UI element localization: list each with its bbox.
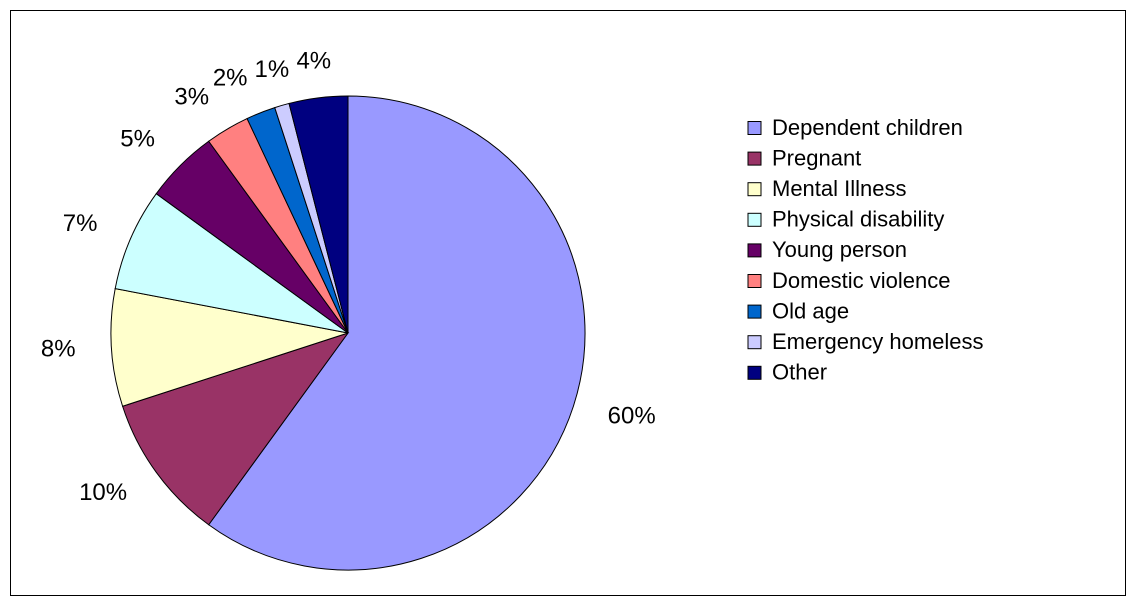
legend-swatch: [747, 212, 762, 227]
legend-swatch: [747, 335, 762, 350]
pie-slice: [110, 288, 349, 407]
data-label: 1%: [254, 56, 289, 83]
legend-label: Other: [772, 360, 827, 385]
pie-slice: [121, 332, 350, 526]
data-label: 5%: [120, 125, 155, 152]
legend-label: Young person: [772, 237, 907, 262]
data-label: 2%: [213, 65, 248, 92]
legend-label: Pregnant: [772, 145, 861, 170]
data-label: 60%: [608, 403, 656, 430]
pie-slice: [207, 95, 586, 571]
pie-slice: [288, 95, 349, 334]
legend-swatch: [747, 243, 762, 258]
data-label: 4%: [296, 47, 331, 74]
legend-swatch: [747, 274, 762, 288]
legend-swatch: [747, 304, 762, 319]
legend: Dependent children Pregnant Mental Illness…: [747, 115, 984, 385]
legend-label: Physical disability: [772, 207, 944, 232]
legend-label: Emergency homeless: [772, 329, 984, 354]
legend-label: Mental Illness: [772, 176, 907, 201]
data-label: 10%: [79, 479, 127, 506]
data-label: 7%: [63, 210, 98, 237]
legend-label: Dependent children: [772, 115, 963, 140]
legend-swatch: [747, 121, 762, 135]
legend-label: Domestic violence: [772, 268, 951, 293]
legend-label: Old age: [772, 298, 849, 323]
data-label: 3%: [174, 83, 209, 110]
legend-swatch: [747, 182, 762, 197]
legend-swatch: [747, 365, 762, 380]
legend-swatch: [747, 151, 762, 166]
data-label: 8%: [41, 335, 76, 362]
pie-slice: [114, 192, 349, 334]
